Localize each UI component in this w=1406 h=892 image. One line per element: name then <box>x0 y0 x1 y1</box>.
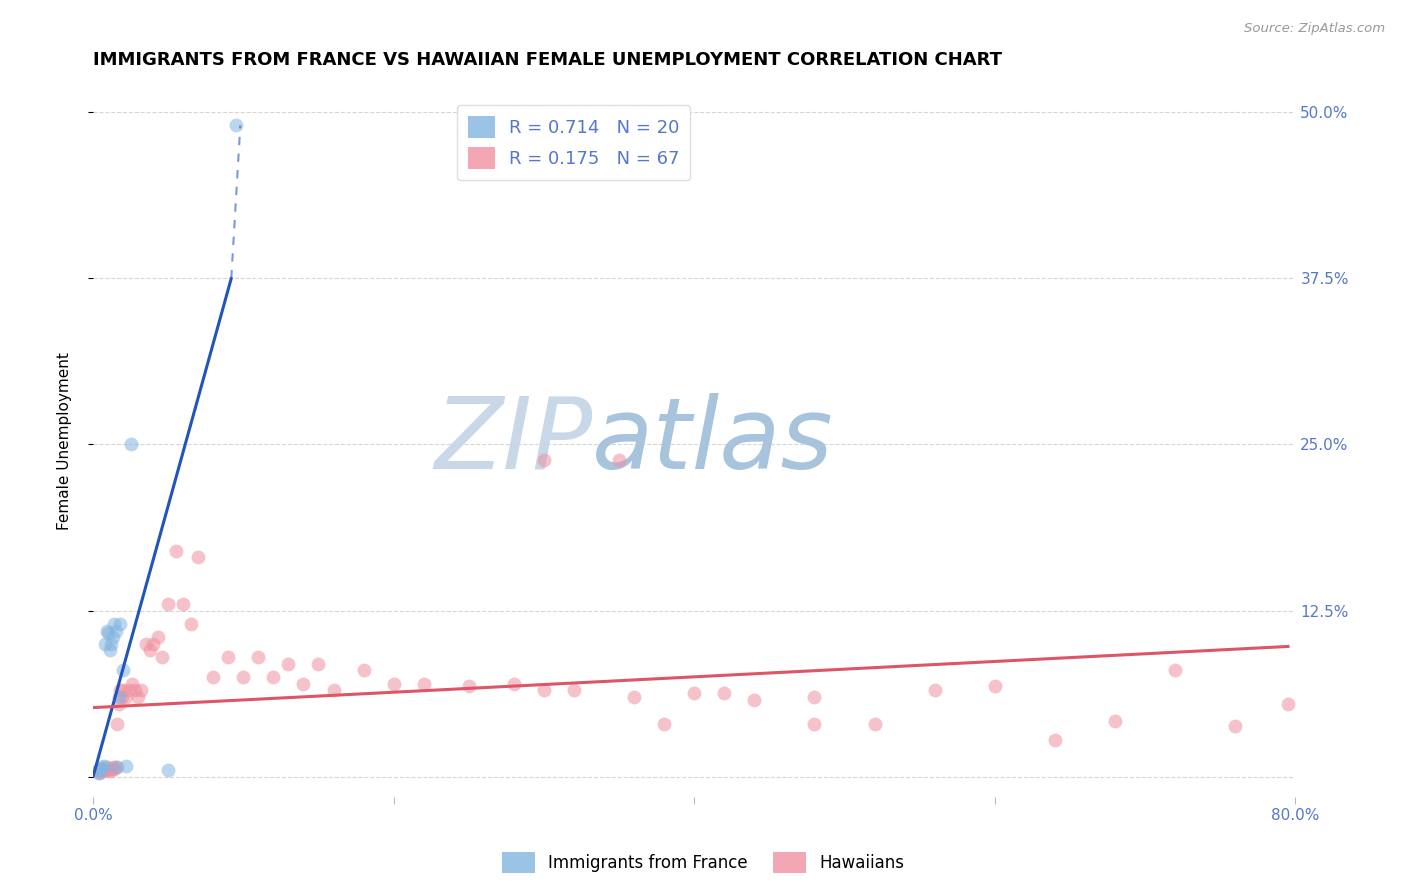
Point <box>107 690 129 704</box>
Point <box>105 716 128 731</box>
Y-axis label: Female Unemployment: Female Unemployment <box>58 352 72 530</box>
Point <box>457 679 479 693</box>
Point <box>94 637 117 651</box>
Point <box>533 683 555 698</box>
Point <box>172 597 194 611</box>
Point <box>803 690 825 704</box>
Point <box>187 550 209 565</box>
Point <box>97 763 120 777</box>
Point <box>86 763 108 777</box>
Text: Source: ZipAtlas.com: Source: ZipAtlas.com <box>1244 22 1385 36</box>
Point <box>652 716 675 731</box>
Point <box>118 683 141 698</box>
Point <box>157 763 180 777</box>
Point <box>94 763 117 777</box>
Point <box>105 760 128 774</box>
Point <box>180 616 202 631</box>
Point <box>93 759 115 773</box>
Point <box>98 643 121 657</box>
Point <box>146 630 169 644</box>
Point <box>562 683 585 698</box>
Point <box>101 630 124 644</box>
Point <box>129 683 152 698</box>
Point <box>803 716 825 731</box>
Point <box>108 683 131 698</box>
Text: atlas: atlas <box>592 392 834 490</box>
Point <box>98 764 121 779</box>
Point <box>353 664 375 678</box>
Legend: R = 0.714   N = 20, R = 0.175   N = 67: R = 0.714 N = 20, R = 0.175 N = 67 <box>457 105 690 180</box>
Point <box>112 664 135 678</box>
Point <box>104 760 127 774</box>
Point <box>108 616 131 631</box>
Point <box>232 670 254 684</box>
Point <box>112 683 135 698</box>
Point <box>863 716 886 731</box>
Point <box>121 676 143 690</box>
Point <box>93 762 115 776</box>
Point <box>127 690 149 704</box>
Point <box>103 616 125 631</box>
Point <box>202 670 225 684</box>
Point <box>96 760 118 774</box>
Point <box>1277 697 1299 711</box>
Point <box>89 762 111 776</box>
Point <box>1043 732 1066 747</box>
Point <box>322 683 344 698</box>
Point <box>120 437 142 451</box>
Point <box>292 676 315 690</box>
Text: IMMIGRANTS FROM FRANCE VS HAWAIIAN FEMALE UNEMPLOYMENT CORRELATION CHART: IMMIGRANTS FROM FRANCE VS HAWAIIAN FEMAL… <box>93 51 1002 69</box>
Point <box>247 650 270 665</box>
Point <box>89 763 111 777</box>
Point <box>412 676 434 690</box>
Point <box>91 764 114 779</box>
Point <box>533 453 555 467</box>
Point <box>100 637 122 651</box>
Point <box>1225 719 1247 733</box>
Point <box>262 670 284 684</box>
Point <box>984 679 1007 693</box>
Legend: Immigrants from France, Hawaiians: Immigrants from France, Hawaiians <box>495 846 911 880</box>
Point <box>104 624 127 638</box>
Point <box>277 657 299 671</box>
Point <box>103 762 125 776</box>
Point <box>157 597 180 611</box>
Point <box>1104 714 1126 728</box>
Point <box>97 626 120 640</box>
Point <box>87 765 110 780</box>
Point <box>107 697 129 711</box>
Point <box>502 676 524 690</box>
Point <box>100 762 122 776</box>
Point <box>683 686 706 700</box>
Point <box>165 543 187 558</box>
Point <box>607 453 630 467</box>
Point <box>924 683 946 698</box>
Point <box>744 692 766 706</box>
Point <box>101 760 124 774</box>
Point <box>623 690 645 704</box>
Point <box>1164 664 1187 678</box>
Point <box>142 637 165 651</box>
Point <box>115 759 138 773</box>
Point <box>382 676 405 690</box>
Point <box>713 686 735 700</box>
Point <box>135 637 157 651</box>
Point <box>225 119 247 133</box>
Point <box>96 624 118 638</box>
Point <box>139 643 162 657</box>
Point <box>308 657 330 671</box>
Point <box>87 765 110 780</box>
Point <box>91 760 114 774</box>
Text: ZIP: ZIP <box>434 392 592 490</box>
Point <box>86 764 108 779</box>
Point <box>217 650 239 665</box>
Point <box>115 690 138 704</box>
Point <box>124 683 146 698</box>
Point <box>150 650 173 665</box>
Point <box>110 690 132 704</box>
